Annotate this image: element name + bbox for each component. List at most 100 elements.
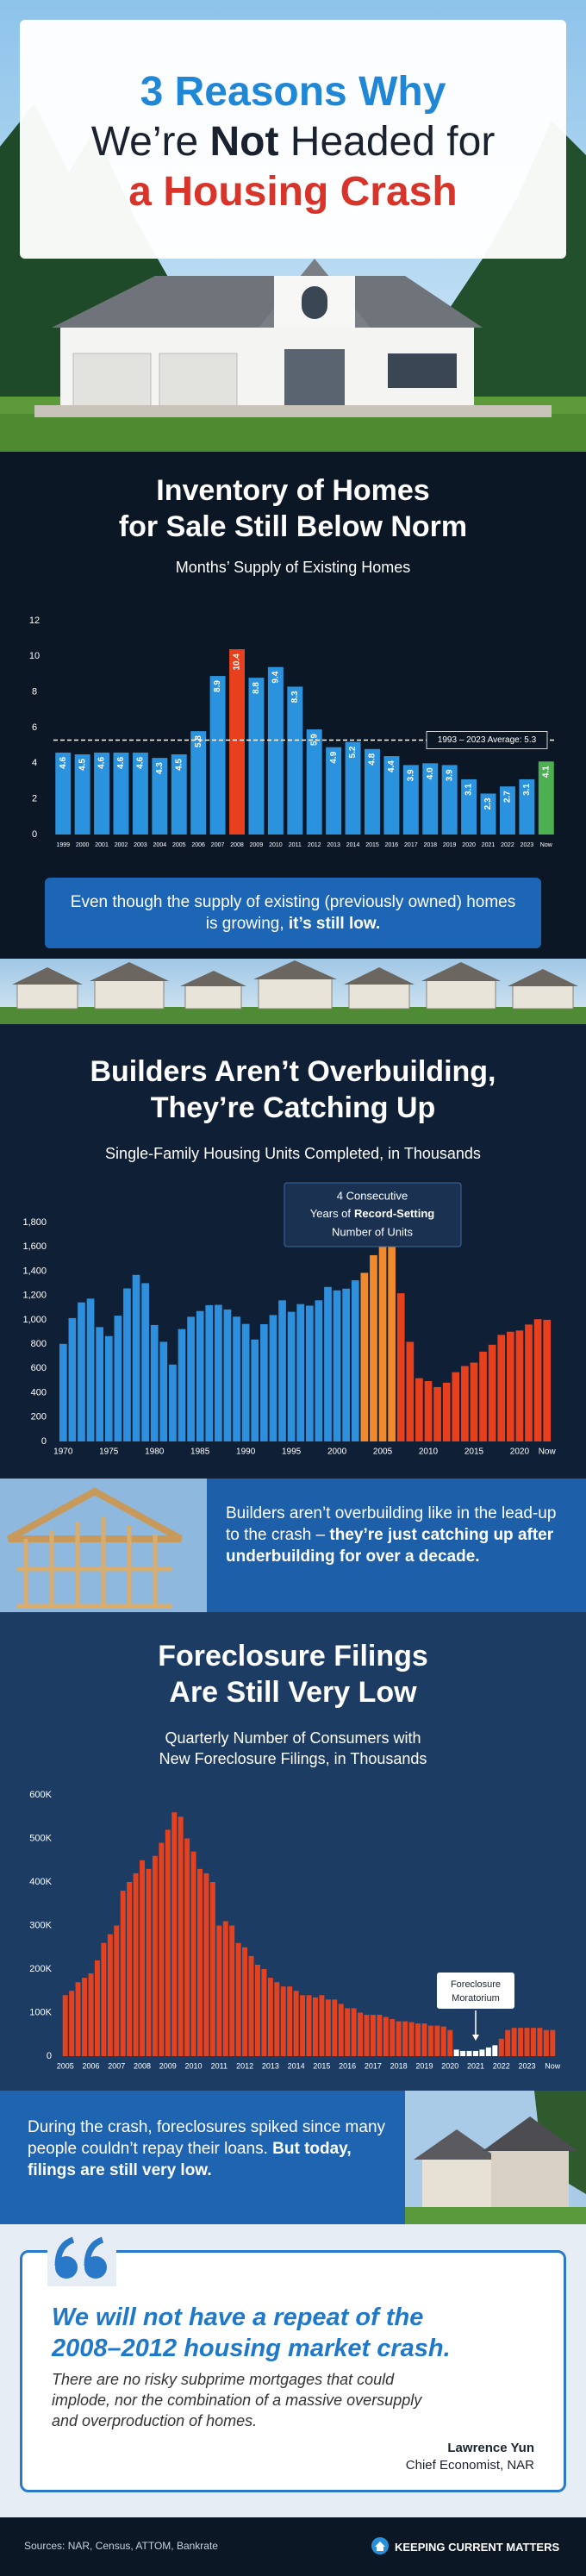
- bar: [254, 1964, 260, 2056]
- bar: [360, 1272, 369, 1441]
- value-label: 3.1: [464, 783, 474, 795]
- bar: [196, 1310, 204, 1441]
- bar: [287, 1986, 293, 2056]
- header: 3 Reasons Why We’re Not Headed for a Hou…: [0, 0, 586, 452]
- x-tick-label: 2007: [211, 842, 225, 848]
- bar: [370, 2015, 376, 2056]
- chart: 0 100K 200K 300K 400K 500K 600K 2005 2006 2007 200…: [29, 1790, 560, 2070]
- x-tick-label: 2012: [308, 842, 321, 848]
- x-tick-label: 2015: [464, 1447, 484, 1457]
- bar: [215, 1304, 222, 1441]
- bar: [479, 1351, 487, 1441]
- annotation: 4 Consecutive Years of Record-Setting Numbe…: [284, 1182, 462, 1247]
- bar: [159, 1842, 165, 2056]
- x-tick-label: 2002: [115, 842, 128, 848]
- bar: [470, 1362, 478, 1441]
- value-label: 4.6: [97, 756, 107, 768]
- x-tick-label: 2005: [373, 1447, 393, 1457]
- bar: [96, 1327, 104, 1441]
- bar: [519, 778, 535, 835]
- chart-title-line: Foreclosure Filings: [158, 1640, 428, 1673]
- y-tick-label: 0: [47, 2051, 52, 2061]
- bar: [300, 1995, 306, 2056]
- y-tick-label: 400K: [29, 1877, 52, 1887]
- x-tick-label: 2011: [289, 842, 302, 848]
- bar: [351, 2008, 357, 2056]
- bar: [132, 1274, 140, 1441]
- bar: [427, 2025, 433, 2056]
- bar: [497, 1335, 506, 1441]
- x-tick-label: Now: [539, 1447, 557, 1457]
- bar: [498, 2038, 504, 2056]
- x-tick-label: 1990: [236, 1447, 256, 1457]
- value-label: 4.6: [59, 756, 68, 768]
- bar: [123, 1288, 131, 1441]
- section-builders: Builders Aren’t Overbuilding, They’re Cat…: [0, 1024, 586, 1479]
- bar: [406, 1341, 415, 1441]
- bar: [461, 1366, 469, 1441]
- section-foreclosures: Foreclosure Filings Are Still Very Low Qu…: [0, 1612, 586, 2091]
- bar: [229, 649, 245, 835]
- y-tick-label: 300K: [29, 1920, 52, 1930]
- bar: [287, 1311, 296, 1441]
- y-tick-label: 100K: [29, 2007, 52, 2017]
- y-tick-label: 1,400: [22, 1266, 47, 1276]
- x-tick-label: 1980: [145, 1447, 165, 1457]
- y-tick-label: 800: [31, 1339, 47, 1349]
- bar: [315, 1300, 323, 1441]
- x-tick-label: 2018: [423, 842, 437, 848]
- bar: [433, 1386, 441, 1441]
- bar: [229, 1925, 235, 2056]
- value-label: 3.9: [406, 769, 415, 781]
- bar: [141, 1283, 149, 1441]
- x-tick-label: 2017: [404, 842, 418, 848]
- bar: [492, 2045, 498, 2056]
- bar: [86, 1298, 95, 1441]
- bar: [259, 1323, 268, 1441]
- quote-body-line: implode, nor the combination of a massiv…: [52, 2392, 422, 2409]
- footer: Sources: NAR, Census, ATTOM, Bankrate KE…: [0, 2517, 586, 2576]
- bar: [59, 1343, 67, 1441]
- bar: [421, 2023, 427, 2056]
- bar: [506, 1331, 514, 1441]
- x-tick-label: 2022: [493, 2061, 510, 2070]
- x-tick-label: 2018: [390, 2061, 408, 2070]
- bar: [178, 1329, 186, 1441]
- bar: [190, 731, 207, 835]
- bar: [120, 1891, 126, 2056]
- bar: [69, 1991, 75, 2056]
- chart-subtitle: Single-Family Housing Units Completed, i…: [105, 1145, 481, 1162]
- x-tick-label: 2016: [385, 842, 399, 848]
- callout-text: Even though the supply of existing (prev…: [69, 891, 517, 935]
- y-tick-label: 0: [32, 829, 37, 840]
- x-tick-label: 2020: [462, 842, 476, 848]
- bar: [415, 1378, 423, 1441]
- chart-title-line: They’re Catching Up: [150, 1091, 436, 1124]
- x-tick-label: 1985: [190, 1447, 210, 1457]
- chart-title-line: Are Still Very Low: [169, 1676, 417, 1709]
- bar: [269, 1315, 277, 1441]
- bar: [543, 2029, 549, 2056]
- bar: [312, 1997, 318, 2056]
- x-tick-label: 2006: [82, 2061, 99, 2070]
- x-tick-label: 2021: [482, 842, 496, 848]
- y-tick-label: 1,000: [22, 1315, 47, 1325]
- bar: [62, 1995, 68, 2056]
- bar: [364, 2015, 370, 2056]
- value-label: 4.6: [116, 756, 126, 768]
- bar: [333, 1290, 341, 1441]
- bar: [209, 1882, 215, 2056]
- y-tick-label: 1,200: [22, 1291, 47, 1301]
- bar: [216, 1925, 222, 2056]
- bar: [75, 1982, 81, 2056]
- bar: [274, 1982, 280, 2056]
- bar: [197, 1868, 203, 2056]
- annotation-text: Foreclosure: [451, 1979, 501, 1990]
- bar: [261, 1969, 267, 2056]
- value-label: 4.5: [174, 759, 184, 771]
- chart-subtitle: Quarterly Number of Consumers with New Fo…: [0, 1728, 586, 1769]
- x-tick-label: 2009: [159, 2061, 177, 2070]
- headline: 3 Reasons Why We’re Not Headed for a Hou…: [20, 67, 566, 217]
- chart-title: Foreclosure Filings Are Still Very Low: [0, 1638, 586, 1710]
